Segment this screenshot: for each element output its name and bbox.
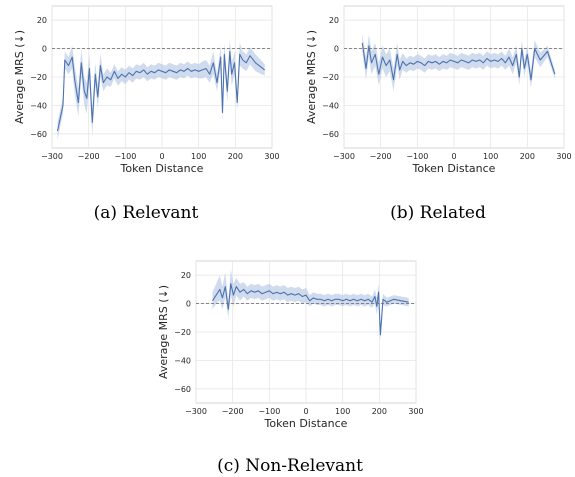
- y-tick-label: −40: [30, 101, 47, 110]
- x-tick-label: 100: [483, 152, 498, 161]
- x-tick-label: −100: [114, 152, 136, 161]
- x-tick-label: 100: [335, 407, 350, 416]
- subfigure-caption: (c) Non-Relevant: [217, 456, 363, 476]
- x-tick-label: 200: [372, 407, 387, 416]
- y-tick-label: 0: [186, 300, 191, 309]
- y-tick-label: −20: [174, 328, 191, 337]
- x-tick-label: 200: [228, 152, 243, 161]
- y-tick-label: −40: [174, 356, 191, 365]
- x-tick-label: 0: [303, 407, 308, 416]
- series-line: [212, 283, 409, 336]
- y-tick-label: −40: [322, 101, 339, 110]
- x-tick-label: 0: [451, 152, 456, 161]
- y-axis-label: Average MRS (↓): [305, 30, 318, 124]
- x-tick-label: 300: [408, 407, 423, 416]
- x-tick-label: −300: [185, 407, 207, 416]
- x-tick-label: −300: [333, 152, 355, 161]
- x-tick-label: 300: [264, 152, 279, 161]
- x-tick-label: −100: [406, 152, 428, 161]
- x-axis-label: Token Distance: [120, 162, 204, 175]
- confidence-band: [212, 269, 409, 341]
- subfigure-caption: (a) Relevant: [94, 203, 199, 223]
- y-axis-label: Average MRS (↓): [157, 285, 170, 379]
- y-tick-label: −20: [30, 73, 47, 82]
- series-line: [56, 50, 266, 132]
- x-tick-label: 100: [191, 152, 206, 161]
- panel-non-relevant: −300 −200 −100 0 100 200 300−60−40−20020Token …: [157, 260, 424, 476]
- y-tick-label: −60: [174, 385, 191, 394]
- y-axis-label: Average MRS (↓): [13, 30, 26, 124]
- y-tick-label: 0: [334, 45, 339, 54]
- x-tick-label: −100: [258, 407, 280, 416]
- x-axis-label: Token Distance: [412, 162, 496, 175]
- x-tick-label: 200: [520, 152, 535, 161]
- y-tick-label: 0: [42, 45, 47, 54]
- y-tick-label: 20: [37, 16, 47, 25]
- panel-relevant: −300 −200 −100 0 100 200 300−60−40−20020Token …: [13, 5, 280, 223]
- y-tick-label: −60: [322, 130, 339, 139]
- y-tick-label: 20: [181, 271, 191, 280]
- x-tick-label: −300: [41, 152, 63, 161]
- panel-related: −300 −200 −100 0 100 200 300−60−40−20020Token …: [305, 5, 572, 223]
- x-tick-label: 300: [556, 152, 571, 161]
- y-tick-label: −20: [322, 73, 339, 82]
- x-tick-label: −200: [222, 407, 244, 416]
- y-tick-label: −60: [30, 130, 47, 139]
- subfigure-caption: (b) Related: [390, 203, 486, 223]
- x-axis-label: Token Distance: [264, 417, 348, 430]
- series-line: [361, 42, 556, 81]
- y-tick-label: 20: [329, 16, 339, 25]
- x-tick-label: 0: [159, 152, 164, 161]
- x-tick-label: −200: [370, 152, 392, 161]
- x-tick-label: −200: [78, 152, 100, 161]
